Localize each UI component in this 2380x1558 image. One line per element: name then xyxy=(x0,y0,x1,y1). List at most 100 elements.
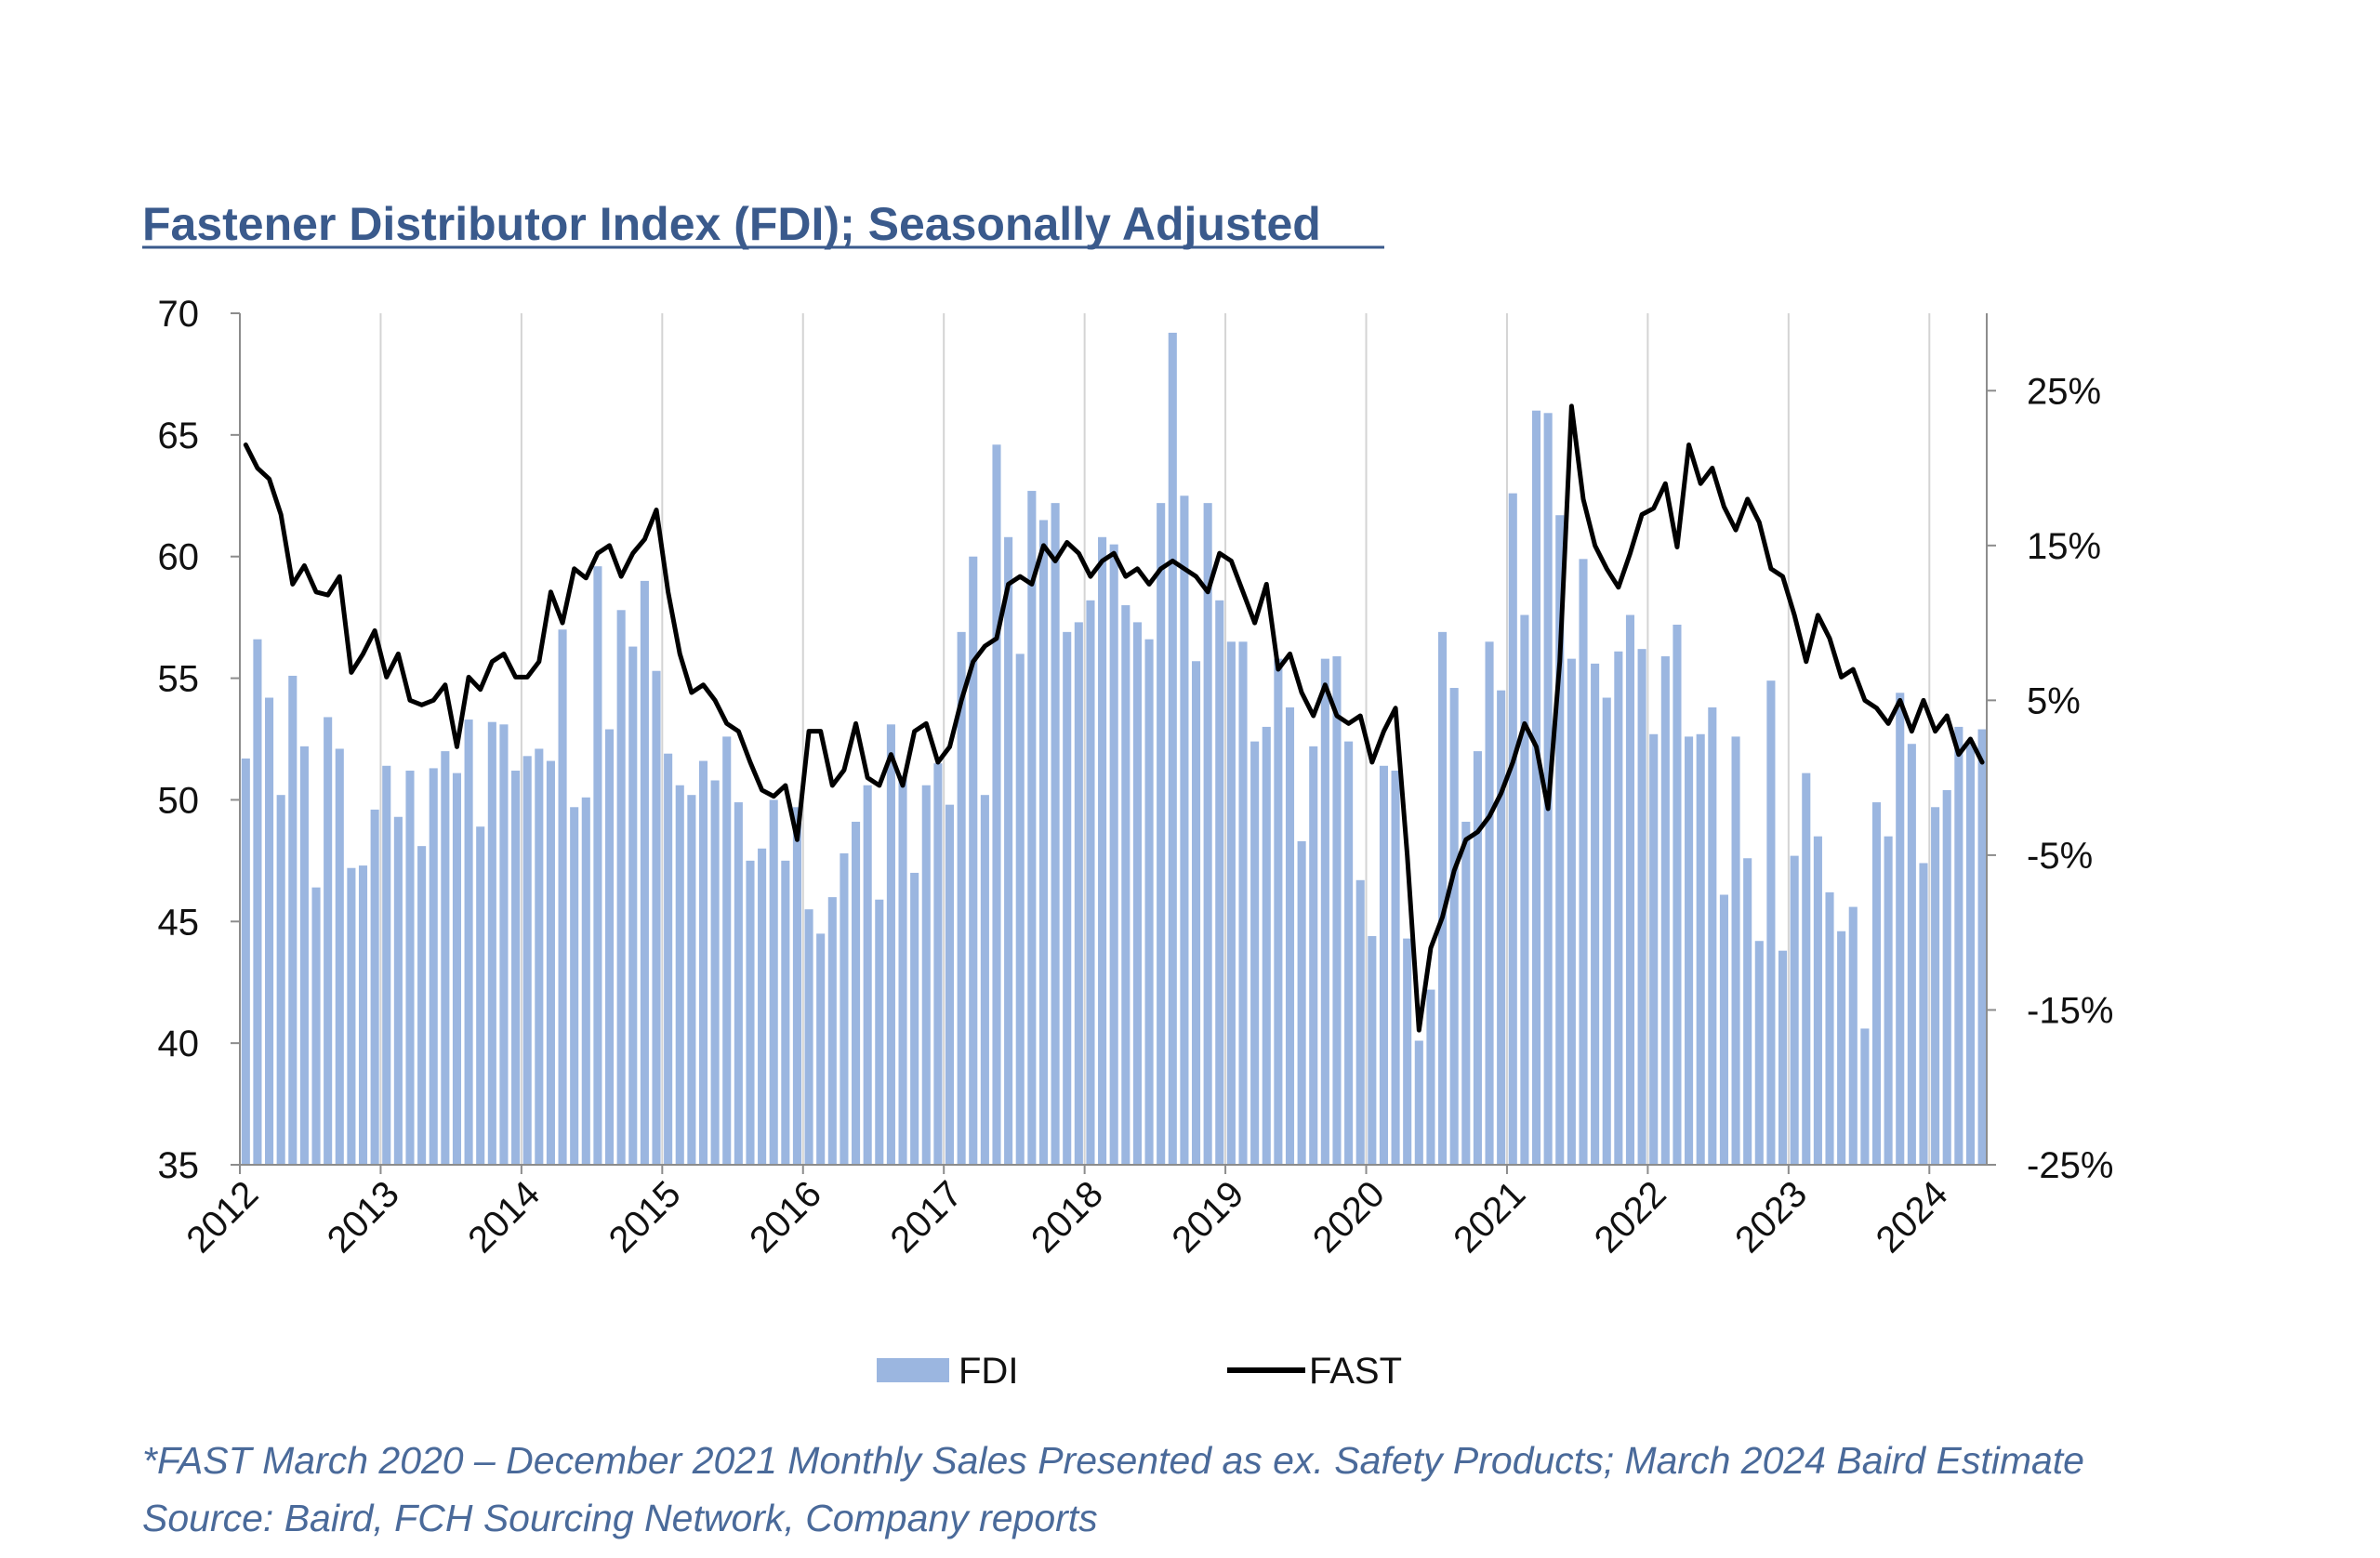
fdi-bar xyxy=(1637,649,1646,1165)
fdi-bar xyxy=(1837,931,1846,1165)
fdi-bar xyxy=(382,765,391,1165)
right-tick-label: -15% xyxy=(2027,990,2113,1031)
fdi-bar xyxy=(1238,641,1248,1165)
fdi-bar xyxy=(792,807,801,1165)
fdi-bar xyxy=(710,780,720,1165)
fdi-bars xyxy=(241,332,1987,1166)
fdi-bar xyxy=(1262,726,1271,1165)
fdi-bar xyxy=(628,646,638,1165)
fdi-bar xyxy=(1790,855,1799,1165)
legend-fast-label: FAST xyxy=(1309,1351,1402,1392)
fdi-bar xyxy=(370,809,379,1165)
fdi-bar xyxy=(769,799,778,1165)
fdi-bar xyxy=(1965,741,1975,1165)
right-tick-label: 5% xyxy=(2027,680,2081,721)
fdi-bar xyxy=(1344,741,1354,1165)
fdi-bar xyxy=(288,675,298,1165)
left-tick-label: 40 xyxy=(158,1023,200,1064)
right-axis-ticks: 25% 15% 5% -5% -15% -25% xyxy=(1987,371,2113,1186)
fdi-bar xyxy=(1485,641,1494,1165)
fdi-bar xyxy=(840,853,849,1165)
fdi-bar xyxy=(1132,622,1142,1165)
fdi-bar xyxy=(1954,726,1964,1165)
fdi-bar xyxy=(1320,658,1329,1165)
fdi-bar xyxy=(616,610,626,1165)
fdi-bar xyxy=(1754,941,1764,1165)
fdi-bar xyxy=(734,802,743,1165)
x-tick-label-2019: 2019 xyxy=(1164,1173,1251,1261)
fdi-bar xyxy=(875,899,884,1165)
fdi-bar xyxy=(1614,651,1623,1165)
fdi-bar xyxy=(1531,410,1541,1165)
fdi-bar xyxy=(1004,536,1013,1165)
fast-line-group xyxy=(243,403,1985,1033)
fdi-bar xyxy=(886,724,895,1165)
fdi-bar xyxy=(1579,559,1588,1165)
fdi-bar xyxy=(535,748,544,1165)
footnote-line-2: Source: Baird, FCH Sourcing Network, Com… xyxy=(142,1497,1098,1539)
fdi-bar xyxy=(863,785,872,1165)
fdi-bar xyxy=(781,860,790,1165)
fdi-bar xyxy=(1696,733,1705,1165)
fdi-bar xyxy=(1449,688,1459,1165)
fdi-bar xyxy=(687,795,696,1165)
fdi-bar xyxy=(933,763,943,1165)
fdi-bar xyxy=(1086,600,1095,1165)
fdi-bar xyxy=(499,724,509,1165)
fdi-bar xyxy=(1168,332,1177,1165)
fdi-bar xyxy=(1074,622,1083,1165)
fdi-bar xyxy=(347,867,356,1165)
fdi-bar xyxy=(804,909,813,1165)
fdi-bar xyxy=(1555,515,1565,1165)
fdi-bar xyxy=(1250,741,1260,1165)
left-tick-label: 65 xyxy=(158,416,200,456)
fdi-bar xyxy=(464,720,473,1165)
fdi-bar xyxy=(546,760,555,1165)
left-tick-label: 60 xyxy=(158,537,200,578)
left-tick-label: 70 xyxy=(158,294,200,335)
left-tick-label: 50 xyxy=(158,780,200,821)
fdi-bar xyxy=(969,556,978,1165)
fdi-bar xyxy=(1778,950,1788,1165)
fdi-bar xyxy=(652,670,661,1165)
fdi-bar xyxy=(758,848,767,1165)
fdi-bar xyxy=(417,846,427,1165)
fdi-bar xyxy=(511,771,521,1165)
left-tick-label: 45 xyxy=(158,902,200,943)
fdi-bar xyxy=(1403,938,1412,1165)
fdi-bar xyxy=(1121,605,1130,1165)
fdi-bar xyxy=(898,775,907,1165)
fdi-bar xyxy=(1825,891,1834,1165)
fdi-bar xyxy=(1098,536,1107,1165)
fdi-bar xyxy=(1157,503,1166,1165)
fdi-bar xyxy=(1591,663,1600,1165)
fdi-bar xyxy=(1520,614,1529,1165)
fdi-bar xyxy=(299,746,309,1165)
fdi-bar xyxy=(1297,840,1306,1165)
fdi-bar xyxy=(698,760,708,1165)
fdi-bar xyxy=(1414,1040,1423,1165)
fdi-bar xyxy=(1743,858,1752,1165)
fdi-bar xyxy=(1942,789,1951,1165)
x-tick-label-2023: 2023 xyxy=(1727,1173,1815,1261)
x-axis-ticks: 2012 2013 2014 2015 2016 2017 2018 2019 2020 2021… xyxy=(178,1165,1956,1261)
fdi-bar xyxy=(604,729,615,1165)
fdi-bar xyxy=(570,807,579,1165)
x-tick-label-2012: 2012 xyxy=(178,1173,266,1261)
fdi-bar xyxy=(1567,658,1576,1165)
fdi-bar xyxy=(1719,894,1728,1165)
fdi-bar xyxy=(441,751,450,1165)
x-tick-label-2013: 2013 xyxy=(320,1173,407,1261)
fdi-bar xyxy=(241,758,250,1165)
fdi-bar xyxy=(558,629,567,1165)
axes xyxy=(239,313,1988,1166)
fdi-bar xyxy=(522,756,532,1165)
fdi-bar xyxy=(1508,493,1517,1165)
fdi-bar xyxy=(1673,624,1682,1165)
footnote-line-1: *FAST March 2020 – December 2021 Monthly… xyxy=(142,1439,2084,1482)
fdi-bar xyxy=(1708,706,1717,1165)
fdi-bar xyxy=(722,736,732,1165)
fast-line xyxy=(243,403,1985,1033)
left-tick-label: 55 xyxy=(158,659,200,700)
